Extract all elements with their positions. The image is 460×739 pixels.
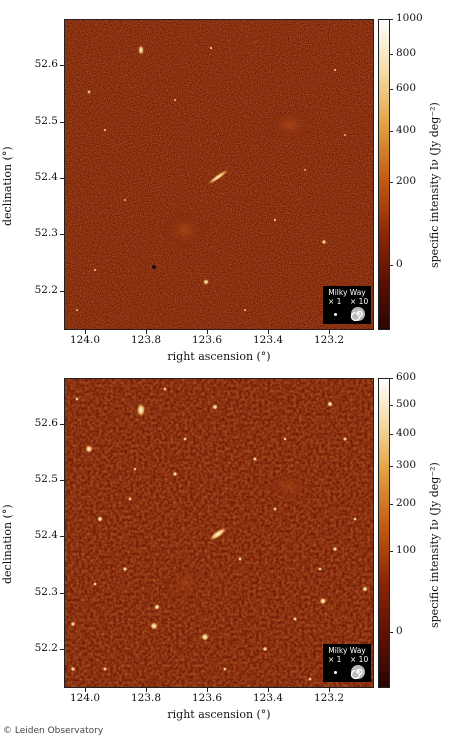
colorbar-tick: 1000 — [396, 12, 423, 24]
colorbar-bottom — [378, 378, 390, 688]
colorbar-tick: 0 — [396, 625, 403, 637]
milky-way-dot-icon — [334, 671, 337, 674]
colorbar-label: specific intensity Iν (Jy deg⁻²) — [428, 102, 441, 268]
ytick: 52.6 — [34, 417, 58, 429]
ytick: 52.5 — [34, 115, 58, 127]
colorbar-tick: 0 — [396, 258, 403, 270]
milky-way-spiral-icon — [350, 665, 365, 680]
sky-image-bottom — [65, 379, 373, 687]
sky-image-top — [65, 20, 373, 329]
colorbar-label: specific intensity Iν (Jy deg⁻²) — [428, 462, 441, 628]
xtick: 123.2 — [313, 334, 345, 346]
colorbar-tick: 500 — [396, 398, 417, 410]
xtick: 123.2 — [313, 692, 345, 704]
x-axis-label: right ascension (°) — [167, 708, 271, 721]
legend-bottom: Milky Way × 1 × 10 — [323, 644, 371, 682]
legend-scale-10: × 10 — [350, 297, 369, 306]
colorbar-tick: 600 — [396, 82, 417, 94]
ytick: 52.4 — [34, 529, 58, 541]
xtick: 123.8 — [130, 334, 162, 346]
legend-title: Milky Way — [328, 646, 366, 655]
colorbar-tick: 400 — [396, 427, 417, 439]
x-axis-label: right ascension (°) — [167, 350, 271, 363]
legend-scale-10: × 10 — [350, 655, 369, 664]
colorbar-tick: 300 — [396, 459, 417, 471]
ytick: 52.4 — [34, 171, 58, 183]
xtick: 123.4 — [252, 334, 284, 346]
xtick: 124.0 — [69, 692, 101, 704]
colorbar-tick: 800 — [396, 47, 417, 59]
image-credit: © Leiden Observatory — [0, 725, 460, 739]
xtick: 124.0 — [69, 334, 101, 346]
y-axis-label: declination (°) — [1, 146, 14, 226]
colorbar-tick: 400 — [396, 124, 417, 136]
sky-map-bottom — [64, 378, 374, 688]
milky-way-dot-icon — [334, 313, 337, 316]
legend-title: Milky Way — [328, 288, 366, 297]
milky-way-spiral-icon — [350, 307, 365, 322]
xtick: 123.6 — [191, 334, 223, 346]
panel-top: Milky Way × 1 × 10 52.6 52.5 52.4 52.3 5… — [1, 12, 441, 363]
ytick: 52.2 — [34, 642, 58, 654]
ytick: 52.5 — [34, 473, 58, 485]
credit-text: © Leiden Observatory — [3, 726, 104, 736]
colorbar-top — [378, 19, 390, 330]
colorbar-tick: 200 — [396, 175, 417, 187]
ytick: 52.3 — [34, 227, 58, 239]
ytick: 52.2 — [34, 284, 58, 296]
xtick: 123.4 — [252, 692, 284, 704]
colorbar-tick: 600 — [396, 371, 417, 383]
point-sources-top — [75, 45, 367, 312]
y-axis-label: declination (°) — [1, 504, 14, 584]
colorbar-tick: 100 — [396, 544, 417, 556]
xtick: 123.8 — [130, 692, 162, 704]
legend-top: Milky Way × 1 × 10 — [323, 286, 371, 324]
ytick: 52.3 — [34, 586, 58, 598]
sky-map-top — [64, 19, 374, 330]
legend-scale-1: × 1 — [328, 297, 342, 306]
legend-scale-1: × 1 — [328, 655, 342, 664]
colorbar-tick: 200 — [396, 497, 417, 509]
xtick: 123.6 — [191, 692, 223, 704]
panel-bottom: Milky Way × 1 × 10 52.6 52.5 52.4 52.3 5… — [0, 370, 460, 725]
ytick: 52.6 — [34, 58, 58, 70]
